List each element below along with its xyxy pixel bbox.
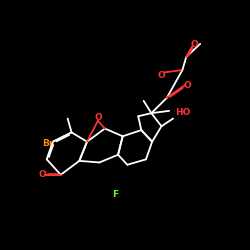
Text: F: F bbox=[112, 190, 118, 198]
Text: O: O bbox=[191, 40, 199, 49]
Text: O: O bbox=[184, 81, 192, 90]
Text: O: O bbox=[158, 71, 165, 80]
Text: Br: Br bbox=[42, 140, 54, 148]
Text: O: O bbox=[38, 170, 46, 179]
Text: HO: HO bbox=[176, 108, 191, 117]
Text: O: O bbox=[94, 113, 102, 122]
